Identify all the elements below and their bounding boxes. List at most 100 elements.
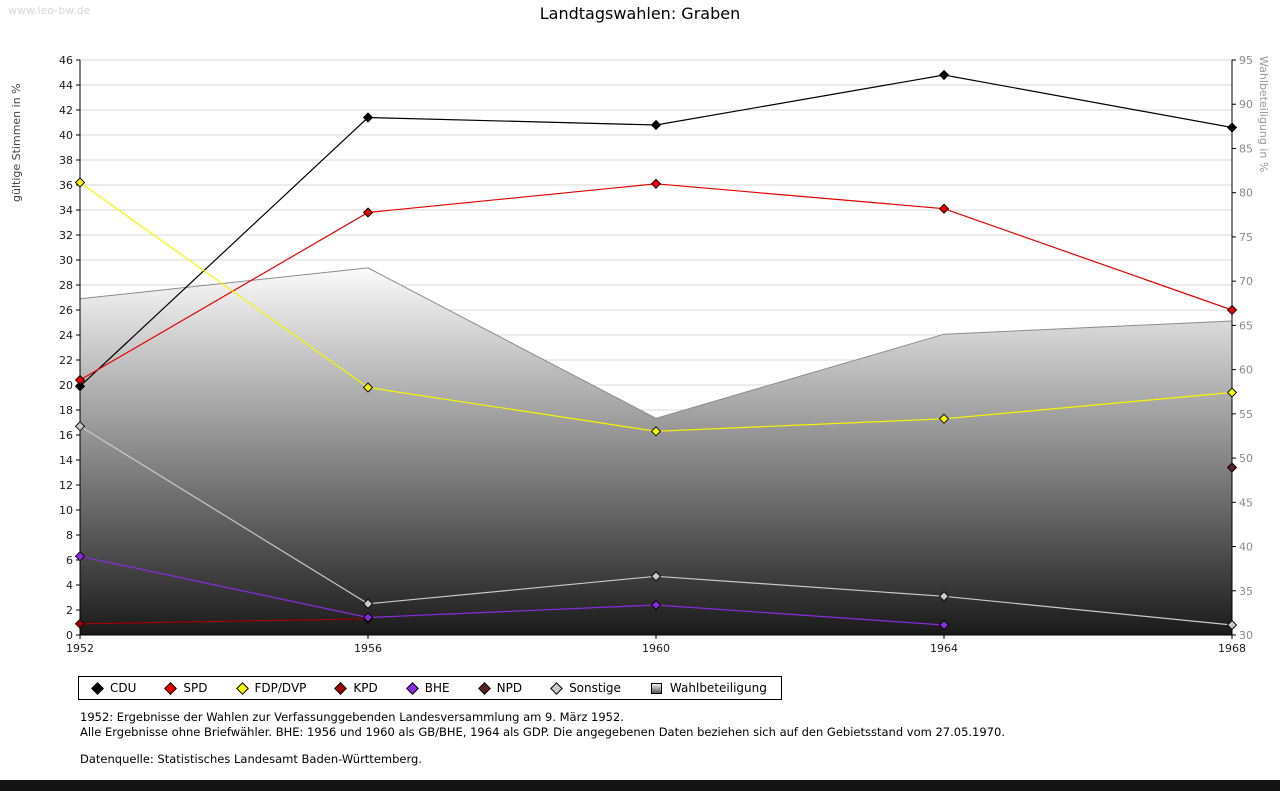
legend-label-bhe: BHE [424,681,450,695]
x-tick-label: 1960 [642,642,670,655]
election-line-chart: 0246810121416182022242628303234363840424… [59,54,1253,655]
marker-cdu [362,112,374,123]
legend-item-npd: NPD [477,681,523,695]
legend-item-kpd: KPD [334,681,378,695]
diamond-marker-sonstige [550,681,563,695]
note-general: Alle Ergebnisse ohne Briefwähler. BHE: 1… [80,724,1005,739]
note-1952: 1952: Ergebnisse der Wahlen zur Verfassu… [80,710,624,724]
marker-sonstige [938,591,950,602]
left-tick-label: 20 [59,379,73,392]
left-tick-label: 16 [59,429,73,442]
marker-fdp-dvp [74,177,86,188]
right-tick-label: 90 [1239,98,1253,111]
diamond-marker-bhe [405,681,419,695]
right-tick-label: 75 [1239,231,1253,244]
marker-bhe [74,551,86,562]
left-tick-label: 34 [59,204,73,217]
left-tick-label: 36 [59,179,73,192]
watermark: www.leo-bw.de [8,4,91,17]
right-tick-label: 85 [1239,142,1253,155]
marker-kpd [74,618,86,629]
left-tick-label: 2 [66,604,73,617]
legend-item-spd: SPD [164,681,208,695]
marker-bhe [650,599,662,611]
right-tick-label: 55 [1239,408,1253,421]
marker-spd [362,207,374,218]
left-tick-label: 46 [59,54,73,67]
x-tick-label: 1964 [930,642,958,655]
right-tick-label: 70 [1239,275,1253,288]
right-tick-label: 40 [1239,541,1253,554]
left-tick-label: 38 [59,154,73,167]
diamond-marker-kpd [334,681,348,695]
legend-item-cdu: CDU [91,681,136,695]
left-tick-label: 28 [59,279,73,292]
diamond-marker-npd [477,681,491,695]
marker-npd [1226,462,1238,473]
marker-cdu [938,69,950,81]
marker-spd [1226,304,1238,316]
left-tick-label: 44 [59,79,73,92]
marker-sonstige [1226,619,1238,631]
left-tick-label: 18 [59,404,73,417]
note-datasource: Datenquelle: Statistisches Landesamt Bad… [80,752,422,767]
left-tick-label: 32 [59,229,73,242]
legend-label-kpd: KPD [353,681,378,695]
right-axis-title: Wahlbeteiligung in % [1257,56,1270,173]
legend-label-sonstige: Sonstige [569,681,621,695]
area-wahlbeteiligung [80,267,1232,635]
left-tick-label: 14 [59,454,73,467]
left-tick-label: 10 [59,504,73,517]
right-tick-label: 45 [1239,496,1253,509]
legend-item-fdp-dvp: FDP/DVP [235,681,307,695]
bottom-bar [0,780,1280,791]
x-tick-label: 1956 [354,642,382,655]
diamond-marker-fdp-dvp [235,681,249,695]
left-tick-label: 26 [59,304,73,317]
left-tick-label: 4 [66,579,73,592]
right-tick-label: 65 [1239,319,1253,332]
marker-sonstige [650,571,662,582]
legend-item-bhe: BHE [405,681,450,695]
x-tick-label: 1952 [66,642,94,655]
marker-cdu [650,119,662,131]
left-tick-label: 6 [66,554,73,567]
marker-sonstige [362,598,374,609]
left-tick-label: 8 [66,529,73,542]
right-tick-label: 50 [1239,452,1253,465]
right-tick-label: 80 [1239,187,1253,200]
line-kpd [79,618,369,625]
left-tick-label: 30 [59,254,73,267]
marker-spd [938,203,950,214]
left-tick-label: 0 [66,629,73,642]
diamond-marker-spd [164,681,178,695]
x-tick-label: 1968 [1218,642,1246,655]
legend-label-npd: NPD [496,681,523,695]
left-tick-label: 42 [59,104,73,117]
marker-bhe [362,612,374,623]
area-outline-wahlbeteiligung [79,267,1233,419]
left-tick-label: 22 [59,354,73,367]
right-tick-label: 95 [1239,54,1253,67]
legend-box: CDU SPD FDP/DVP KPD BHE NPD Sonstige Wahlbeteil… [78,676,782,700]
line-bhe [79,555,945,626]
marker-spd [650,178,662,189]
left-axis-title: gültige Stimmen in % [10,83,23,202]
legend-label-fdp-dvp: FDP/DVP [254,681,307,695]
right-tick-label: 35 [1239,585,1253,598]
legend-label-spd: SPD [183,681,208,695]
footnotes: 1952: Ergebnisse der Wahlen zur Verfassu… [80,710,1005,767]
legend-item-sonstige: Sonstige [550,681,621,695]
left-tick-label: 40 [59,129,73,142]
marker-cdu [1226,122,1238,133]
legend-label-wahlbeteiligung: Wahlbeteiligung [669,681,767,695]
left-tick-label: 12 [59,479,73,492]
square-marker-wahlbeteiligung [650,682,662,694]
diamond-marker-cdu [91,681,104,695]
marker-fdp-dvp [1226,387,1238,398]
marker-sonstige [74,421,86,432]
marker-cdu [74,381,86,392]
legend-item-wahlbeteiligung: Wahlbeteiligung [650,681,767,695]
marker-fdp-dvp [362,382,374,393]
